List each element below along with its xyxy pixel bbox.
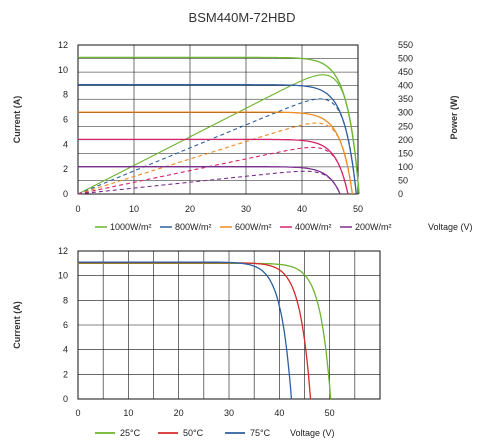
top-y2-tick-label: 0 (398, 189, 403, 199)
bottom-x-tick-label: 30 (224, 408, 234, 418)
top-x-tick-label: 20 (185, 204, 195, 214)
top-y-tick-label: 2 (63, 164, 68, 174)
legend-label-1: 800W/m² (175, 222, 212, 232)
bottom-y-tick-label: 0 (63, 394, 68, 404)
top-y-tick-label: 8 (63, 90, 68, 100)
top-y2-tick-label: 150 (398, 148, 413, 158)
bottom-x-tick-label: 10 (123, 408, 133, 418)
legend-label-4: 200W/m² (355, 222, 392, 232)
top-x-tick-label: 0 (75, 204, 80, 214)
top-y2-tick-label: 300 (398, 108, 413, 118)
power-curve-0 (77, 74, 360, 195)
top-y-tick-label: 10 (58, 65, 68, 75)
chart-title: BSM440M-72HBD (189, 10, 296, 25)
top-y2-tick-label: 450 (398, 67, 413, 77)
bottom-y-tick-label: 10 (58, 271, 68, 281)
temp-curve-0 (78, 262, 332, 400)
top-y-tick-label: 4 (63, 139, 68, 149)
power-curve-4 (77, 170, 341, 195)
power-curve-3 (77, 146, 349, 195)
top-y2-tick-label: 500 (398, 54, 413, 64)
temp-curve-1 (78, 262, 312, 400)
iv-curve-2 (78, 111, 354, 195)
power-curve-1 (77, 98, 357, 195)
top-x-axis-label: Voltage (V) (428, 222, 473, 232)
top-legend: 1000W/m² 800W/m² 600W/m² 400W/m² 200W/m² Volt… (95, 222, 473, 232)
legend-label-3: 400W/m² (295, 222, 332, 232)
top-y2-tick-label: 350 (398, 94, 413, 104)
power-curve-2 (77, 122, 353, 195)
iv-curve-1 (78, 84, 357, 195)
bottom-grid (77, 250, 381, 400)
iv-curve-4 (78, 166, 341, 195)
legend-label-2: 600W/m² (235, 222, 272, 232)
top-y-axis-label: Current (A) (12, 96, 22, 144)
bottom-y-axis-label: Current (A) (12, 301, 22, 349)
top-y2-tick-label: 250 (398, 121, 413, 131)
top-x-tick-label: 10 (129, 204, 139, 214)
bottom-y-tick-label: 12 (58, 246, 68, 256)
bottom-x-tick-label: 50 (325, 408, 335, 418)
temp-curve-2 (78, 261, 293, 400)
top-axes: 0246810120501001502002503003504004505005… (12, 40, 459, 214)
top-y2-tick-label: 550 (398, 40, 413, 50)
bottom-y-tick-label: 4 (63, 345, 68, 355)
top-x-tick-label: 40 (297, 204, 307, 214)
top-y2-axis-label: Power (W) (449, 95, 459, 139)
bottom-x-tick-label: 0 (75, 408, 80, 418)
iv-curve-3 (78, 138, 349, 195)
bottom-x-tick-label: 40 (274, 408, 284, 418)
top-x-tick-label: 50 (353, 204, 363, 214)
top-y2-tick-label: 50 (398, 175, 408, 185)
top-curves (77, 56, 360, 195)
bottom-legend: 25°C 50°C 75°C Voltage (V) (95, 428, 335, 438)
iv-curve-0 (78, 56, 360, 195)
bottom-x-axis-label: Voltage (V) (290, 428, 335, 438)
top-y2-tick-label: 200 (398, 135, 413, 145)
temp-legend-label-0: 25°C (120, 428, 141, 438)
top-y-tick-label: 12 (58, 40, 68, 50)
top-y-tick-label: 0 (63, 189, 68, 199)
top-y2-tick-label: 100 (398, 162, 413, 172)
bottom-y-tick-label: 8 (63, 295, 68, 305)
bottom-axes: 0 2 4 6 8 10 12 0 10 20 30 40 50 Current (A) (12, 246, 335, 418)
temp-legend-label-2: 75°C (250, 428, 271, 438)
temp-legend-label-1: 50°C (183, 428, 204, 438)
bottom-x-tick-label: 20 (174, 408, 184, 418)
top-x-tick-label: 30 (241, 204, 251, 214)
top-y2-tick-label: 400 (398, 81, 413, 91)
bottom-y-tick-label: 6 (63, 320, 68, 330)
bottom-y-tick-label: 2 (63, 369, 68, 379)
bottom-curves (78, 261, 332, 400)
top-y-tick-label: 6 (63, 115, 68, 125)
legend-label-0: 1000W/m² (110, 222, 152, 232)
